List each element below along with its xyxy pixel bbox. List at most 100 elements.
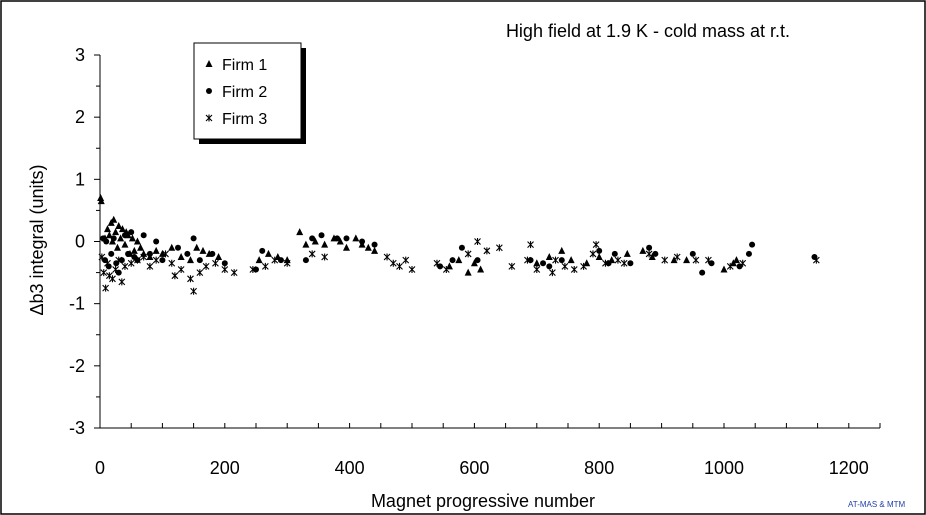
data-point <box>196 269 204 277</box>
data-point <box>130 246 138 254</box>
data-point <box>474 238 481 245</box>
data-point <box>321 240 329 248</box>
x-tick-label: 0 <box>95 458 105 478</box>
data-point <box>117 234 125 242</box>
data-point <box>193 243 201 251</box>
data-point <box>134 256 141 264</box>
data-point <box>137 243 145 251</box>
data-point <box>732 256 740 264</box>
data-point <box>97 197 105 205</box>
data-point <box>683 256 691 264</box>
data-point <box>455 256 463 264</box>
data-point <box>146 250 153 257</box>
legend-marker <box>205 60 213 67</box>
legend: Firm 1 Firm 2 Firm 3 <box>193 42 306 144</box>
x-tick-label: 1000 <box>704 458 744 478</box>
data-point <box>508 262 516 270</box>
legend-label: Firm 2 <box>222 84 267 101</box>
x-tick-label: 600 <box>459 458 489 478</box>
data-point <box>146 262 154 270</box>
data-point <box>342 243 350 251</box>
data-point <box>215 253 223 261</box>
data-point <box>118 278 126 286</box>
y-tick-label: -2 <box>69 356 85 376</box>
data-point <box>812 256 820 264</box>
data-point <box>592 241 600 249</box>
data-point <box>277 257 284 264</box>
data-point <box>567 256 575 264</box>
data-point <box>402 256 410 264</box>
x-tick-label: 1200 <box>829 458 869 478</box>
data-point <box>121 262 129 270</box>
data-point <box>162 250 169 258</box>
data-point <box>495 244 503 252</box>
data-point <box>639 246 647 254</box>
data-point <box>699 269 706 276</box>
data-points <box>97 193 820 295</box>
data-point <box>109 275 116 283</box>
data-point <box>184 250 191 257</box>
data-point <box>646 244 653 251</box>
data-point <box>570 265 578 273</box>
data-point <box>105 231 113 239</box>
data-point <box>620 259 628 267</box>
legend-item-1: Firm 1 <box>205 57 267 74</box>
data-point <box>546 263 553 270</box>
data-point <box>549 269 556 277</box>
data-point <box>470 259 478 267</box>
data-point <box>558 246 566 254</box>
data-point <box>121 232 128 239</box>
series-3 <box>98 238 820 295</box>
data-point <box>545 253 553 261</box>
legend-marker <box>205 114 213 122</box>
y-tick-label: 3 <box>75 45 85 65</box>
data-point <box>259 247 266 254</box>
data-point <box>464 250 472 258</box>
data-point <box>408 265 416 273</box>
x-tick-label: 800 <box>584 458 614 478</box>
data-point <box>726 262 734 270</box>
data-point <box>152 246 160 254</box>
data-point <box>103 238 110 245</box>
data-point <box>371 246 379 254</box>
data-point <box>433 259 441 267</box>
data-point <box>177 265 185 273</box>
data-point <box>527 241 534 249</box>
data-point <box>221 260 228 267</box>
data-point <box>302 257 309 264</box>
data-point <box>302 240 310 248</box>
data-point <box>199 246 207 254</box>
data-point <box>128 229 135 236</box>
y-tick-label: 0 <box>75 232 85 252</box>
y-axis-title: Δb3 integral (units) <box>27 164 47 315</box>
data-point <box>389 259 397 267</box>
data-point <box>121 240 129 248</box>
data-point <box>396 262 403 270</box>
data-point <box>98 253 106 261</box>
legend-item-3: Firm 3 <box>205 111 267 128</box>
series-2 <box>100 229 818 276</box>
data-point <box>623 249 631 257</box>
data-point <box>168 259 176 267</box>
data-point <box>589 250 597 258</box>
credit-label: AT-MAS & MTM <box>848 500 906 509</box>
data-point <box>371 241 378 248</box>
data-point <box>692 256 700 264</box>
data-point <box>196 257 203 264</box>
data-point <box>483 247 491 255</box>
axes: -3 -2 -1 0 1 2 3 0 200 400 600 800 1000 1200 <box>69 45 881 478</box>
data-point <box>140 232 147 239</box>
data-point <box>271 256 279 264</box>
data-point <box>118 257 125 264</box>
data-point <box>739 259 747 267</box>
data-point <box>103 225 111 233</box>
data-point <box>352 234 360 242</box>
data-point <box>283 259 291 267</box>
data-point <box>745 250 752 257</box>
data-point <box>140 253 148 261</box>
data-point <box>255 256 263 264</box>
data-point <box>558 257 565 264</box>
data-point <box>152 256 160 264</box>
data-point <box>364 243 372 251</box>
data-point <box>334 235 341 242</box>
